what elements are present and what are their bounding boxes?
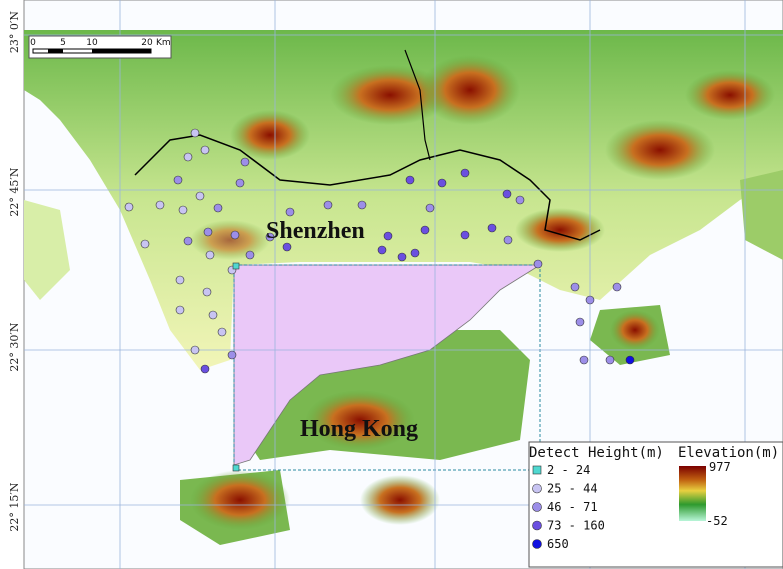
- legend-title: Elevation(m): [678, 445, 779, 461]
- latitude-label: 22° 15′N: [8, 482, 21, 531]
- detection-point: [232, 262, 240, 270]
- detection-point: [503, 235, 513, 245]
- detection-point: [208, 310, 218, 320]
- detection-point: [190, 345, 200, 355]
- detection-point: [579, 355, 589, 365]
- detection-point: [425, 203, 435, 213]
- study-area: [233, 264, 542, 466]
- detection-point: [265, 232, 275, 242]
- detection-point: [202, 287, 212, 297]
- legend-label: 46 - 71: [547, 500, 598, 514]
- scale-label: 5: [60, 38, 66, 48]
- detection-point: [205, 250, 215, 260]
- detection-points: [124, 128, 635, 474]
- detection-point: [460, 168, 470, 178]
- detection-point: [437, 178, 447, 188]
- legend-title: Detect Height(m): [529, 445, 664, 461]
- detection-point: [195, 191, 205, 201]
- detection-point: [240, 157, 250, 167]
- detection-point: [570, 282, 580, 292]
- legend-symbol: [532, 483, 542, 494]
- detection-point: [140, 239, 150, 249]
- detection-point: [323, 200, 333, 210]
- scale-label: 10: [86, 38, 98, 48]
- detection-point: [405, 175, 415, 185]
- legend-label: 2 - 24: [547, 463, 590, 477]
- boundary: [134, 134, 601, 241]
- elevation-max: 977: [709, 460, 731, 474]
- scale-unit: Km: [156, 38, 171, 48]
- east-land: [740, 170, 783, 260]
- graticule: [24, 0, 783, 569]
- detection-point: [460, 230, 470, 240]
- detection-point: [410, 248, 420, 258]
- detection-point: [155, 200, 165, 210]
- detection-point: [282, 242, 292, 252]
- detection-point: [612, 282, 622, 292]
- elevation-min: -52: [706, 514, 728, 528]
- detection-point: [124, 202, 134, 212]
- detection-point: [515, 195, 525, 205]
- detection-point: [605, 355, 615, 365]
- latitude-label: 23° 0′N: [8, 11, 21, 53]
- scale-bar: 0 5 10 20 Km: [28, 35, 172, 59]
- legend-label: 25 - 44: [547, 482, 598, 496]
- scale-bar-segment: [48, 49, 63, 53]
- detection-point: [487, 223, 497, 233]
- legend-symbol: [532, 539, 542, 549]
- study-area-frame: [233, 264, 541, 471]
- detection-point: [200, 145, 210, 155]
- boundary: [404, 49, 431, 161]
- detection-point: [625, 355, 635, 365]
- detection-point: [227, 350, 237, 360]
- latitude-label: 22° 45′N: [8, 167, 21, 216]
- place-label: Shenzhen: [266, 218, 365, 244]
- detection-point: [183, 236, 193, 246]
- scale-label: 20: [141, 38, 153, 48]
- scale-label: 0: [30, 38, 36, 48]
- detection-point: [357, 200, 367, 210]
- legend-label: 650: [547, 537, 569, 551]
- detection-point: [585, 295, 595, 305]
- legend-symbol: [532, 520, 542, 531]
- detection-point: [285, 207, 295, 217]
- latitude-label: 22° 30′N: [8, 322, 21, 371]
- detection-point: [533, 259, 543, 269]
- legend-label: 73 - 160: [547, 519, 605, 533]
- mainland: [24, 30, 783, 370]
- detection-point: [183, 152, 193, 162]
- detection-point: [383, 231, 393, 241]
- terrain: [190, 55, 775, 530]
- detection-point: [235, 178, 245, 188]
- detection-point: [232, 464, 240, 472]
- detection-point: [213, 203, 223, 213]
- legend-symbol: [532, 465, 542, 475]
- detection-point: [178, 205, 188, 215]
- scale-bar-segment: [92, 49, 151, 53]
- detection-point: [190, 128, 200, 138]
- legend: Detect Height(m) 2 - 24 25 - 44 46 - 71 73 …: [528, 441, 783, 568]
- elevation-ramp: [679, 466, 706, 521]
- place-label: Hong Kong: [300, 416, 418, 442]
- detection-point: [217, 327, 227, 337]
- detection-point: [245, 250, 255, 260]
- legend-classes: 2 - 24 25 - 44 46 - 71 73 - 160 650: [532, 463, 605, 551]
- legend-symbol: [532, 502, 542, 512]
- detection-point: [175, 275, 185, 285]
- detection-point: [397, 252, 407, 262]
- legend-box: [528, 441, 783, 568]
- detection-point: [173, 175, 183, 185]
- detection-point: [502, 189, 512, 199]
- island: [24, 200, 70, 300]
- detection-point: [203, 227, 213, 237]
- detection-point: [575, 317, 585, 327]
- detection-point: [420, 225, 430, 235]
- detection-point: [377, 245, 387, 255]
- detection-point: [230, 230, 240, 240]
- detection-point: [175, 305, 185, 315]
- detection-point: [200, 364, 210, 374]
